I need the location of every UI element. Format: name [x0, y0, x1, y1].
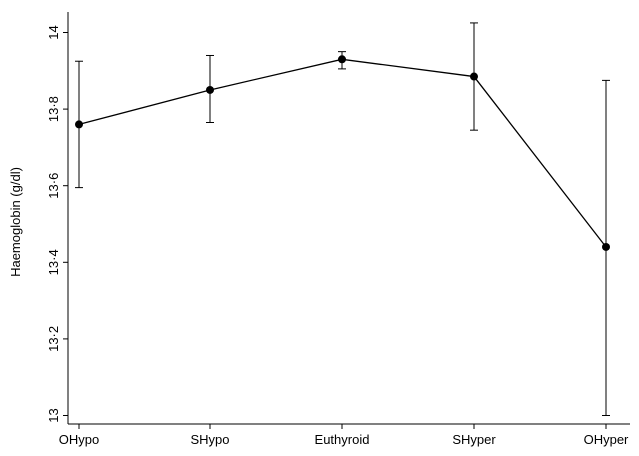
y-tick-label: 13·6 — [46, 173, 61, 199]
x-tick-label: OHypo — [59, 432, 99, 447]
markers — [75, 55, 610, 251]
data-point — [75, 120, 83, 129]
y-axis-title: Haemoglobin (g/dl) — [8, 167, 23, 277]
x-tick-label: OHyper — [584, 432, 629, 447]
x-tick-label: SHypo — [190, 432, 229, 447]
data-point — [470, 72, 478, 81]
y-tick-label: 13 — [46, 408, 61, 422]
x-tick-label: Euthyroid — [315, 432, 370, 447]
y-ticks: 13 13·2 13·4 13·6 13·8 14 — [46, 25, 68, 423]
y-tick-label: 14 — [46, 25, 61, 39]
y-tick-label: 13·4 — [46, 249, 61, 275]
series-line — [78, 58, 607, 248]
x-ticks: OHypo SHypo Euthyroid SHyper OHyper — [59, 424, 629, 447]
data-point — [206, 85, 214, 94]
x-tick-label: SHyper — [452, 432, 496, 447]
data-point — [338, 55, 346, 64]
error-bars — [75, 22, 610, 416]
data-point — [602, 242, 610, 251]
y-tick-label: 13·2 — [46, 326, 61, 352]
y-tick-label: 13·8 — [46, 96, 61, 122]
